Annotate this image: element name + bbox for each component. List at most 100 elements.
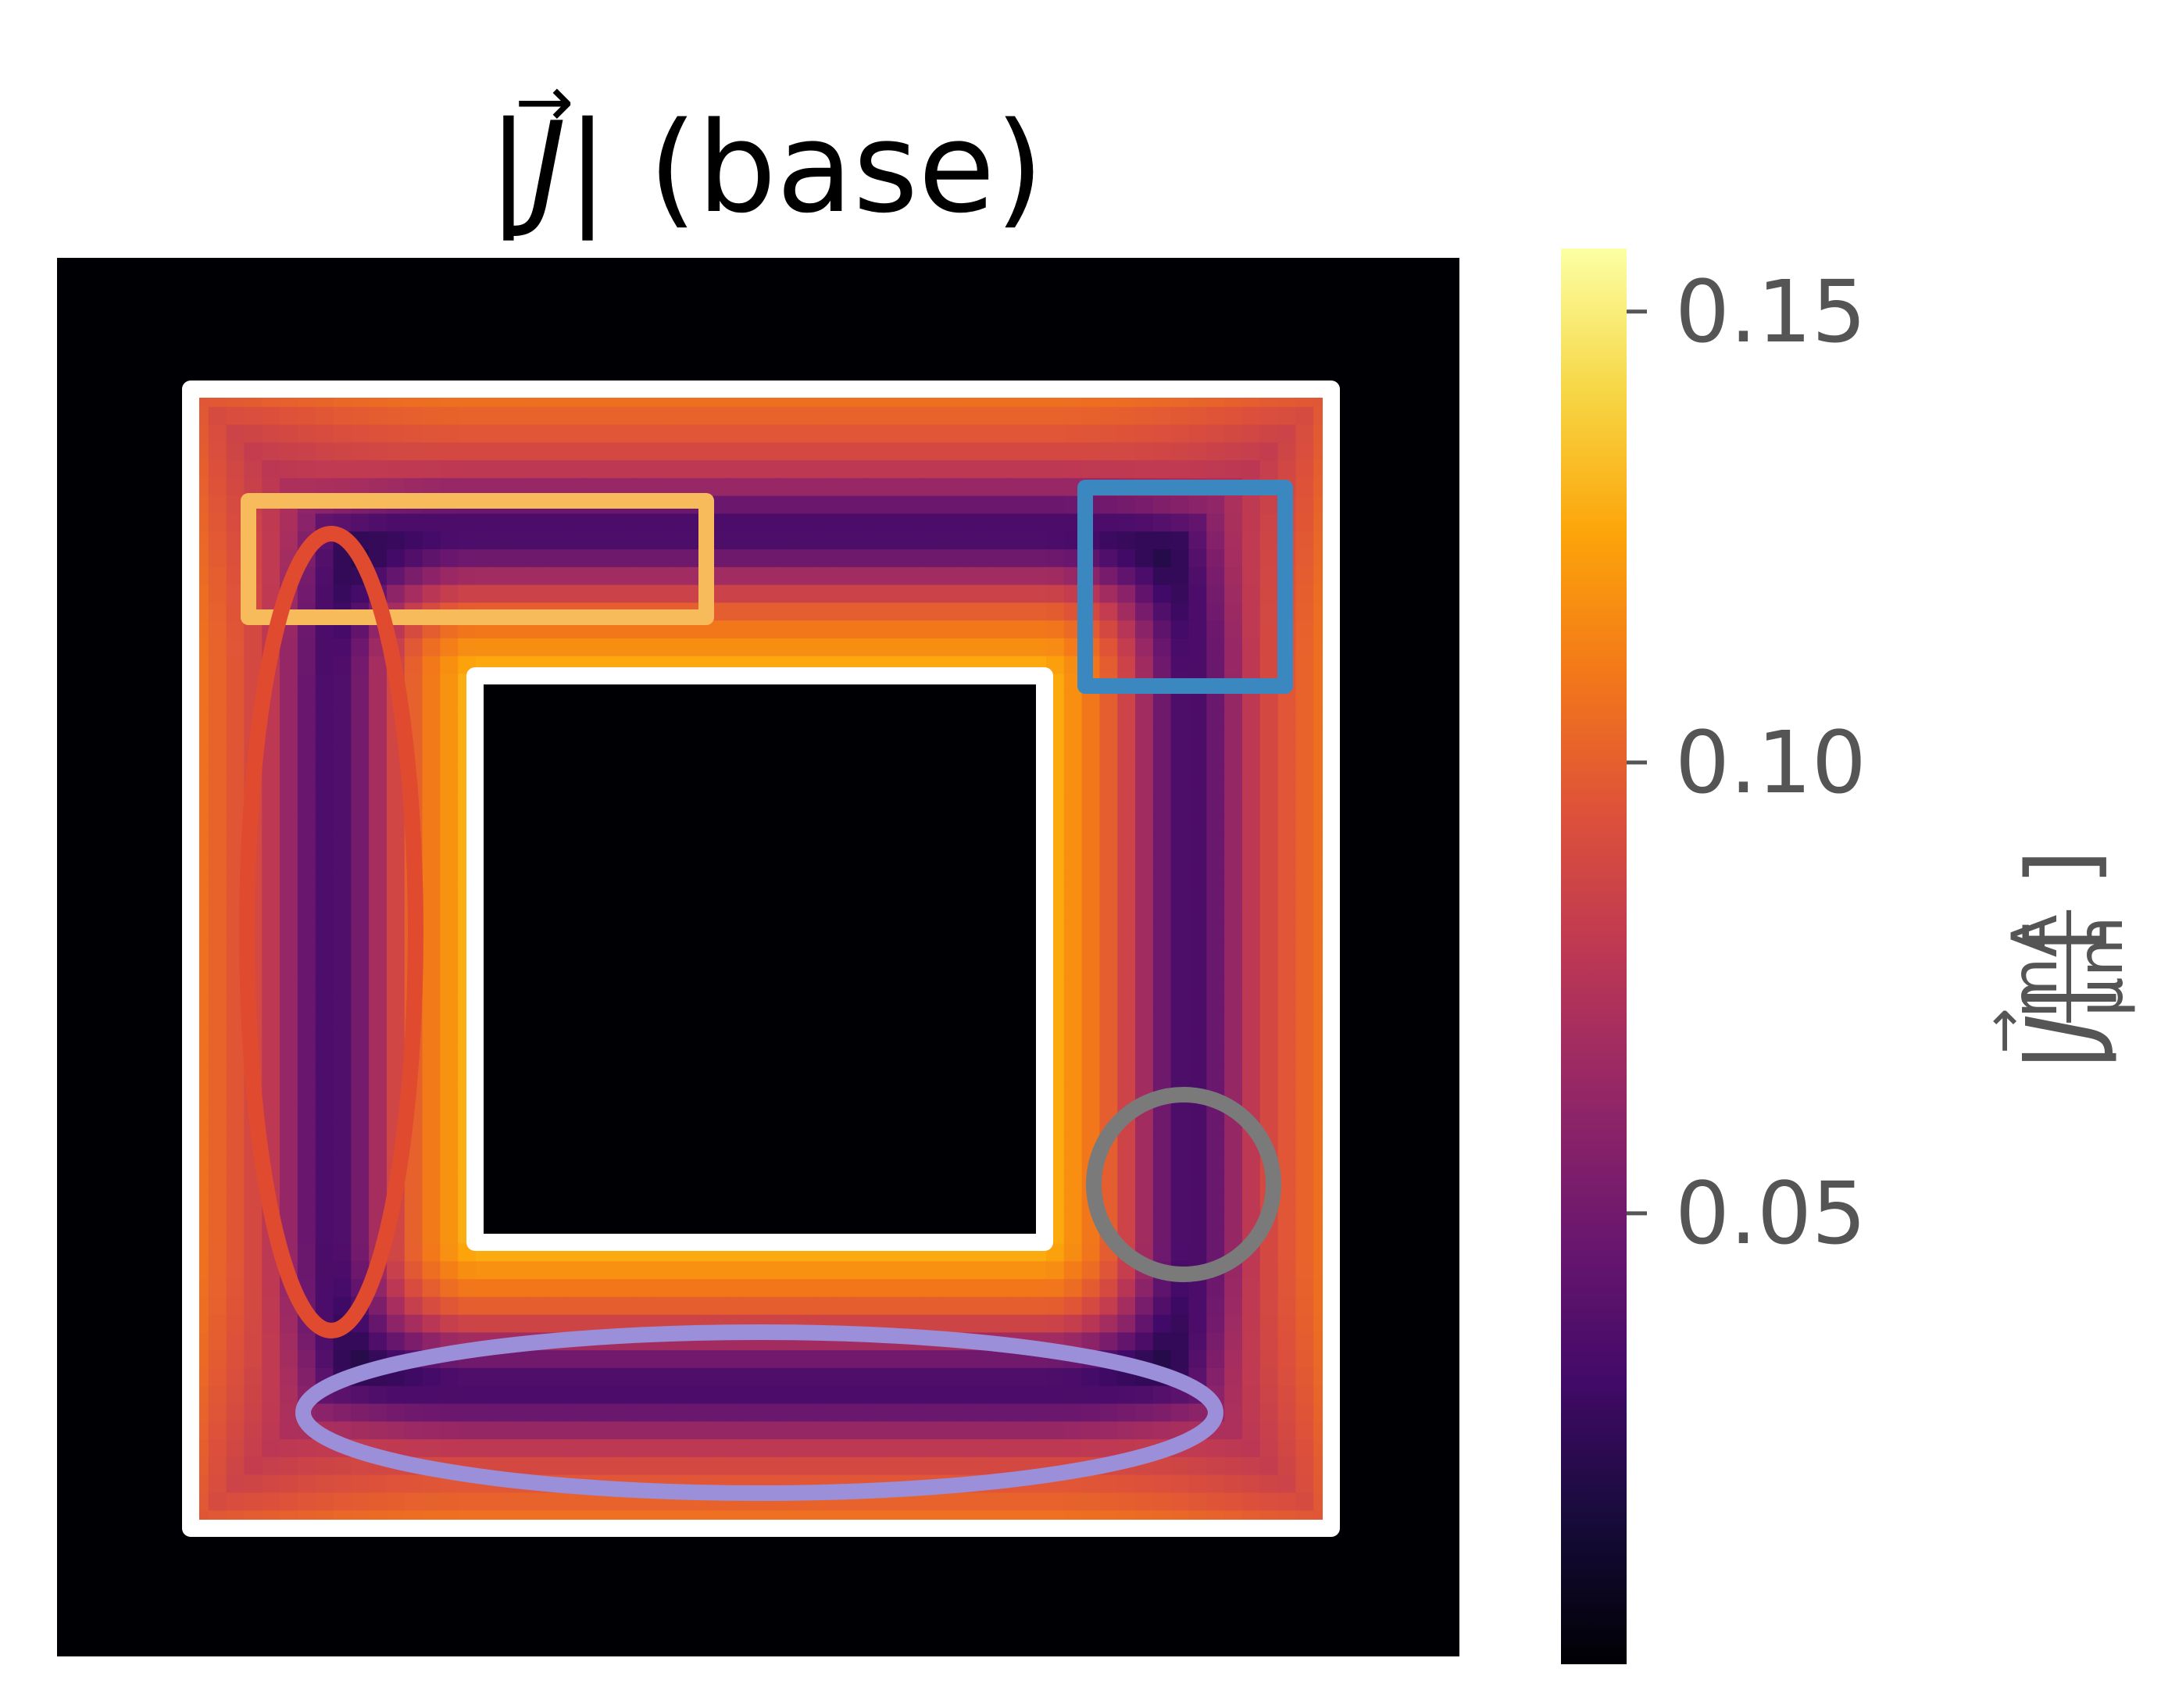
heatmap-cell xyxy=(1099,745,1118,764)
heatmap-cell xyxy=(992,834,1011,852)
heatmap-cell xyxy=(1010,1154,1029,1173)
heatmap-cell xyxy=(867,602,887,621)
heatmap-cell xyxy=(814,1083,833,1102)
heatmap-cell xyxy=(547,1154,566,1173)
heatmap-cell xyxy=(369,781,388,799)
heatmap-cell xyxy=(832,424,851,443)
heatmap-cell xyxy=(671,1421,691,1440)
heatmap-cell xyxy=(654,763,673,781)
heatmap-cell xyxy=(974,406,994,426)
heatmap-cell xyxy=(565,549,584,568)
heatmap-cell xyxy=(867,709,887,728)
heatmap-cell xyxy=(244,1190,263,1209)
heatmap-cell xyxy=(1063,1225,1083,1245)
heatmap-cell xyxy=(1117,513,1136,532)
heatmap-cell xyxy=(671,709,691,728)
heatmap-cell xyxy=(992,406,1011,426)
heatmap-cell xyxy=(1241,1350,1261,1369)
heatmap-cell xyxy=(1259,959,1279,977)
heatmap-cell xyxy=(618,1279,637,1298)
heatmap-cell xyxy=(1081,1296,1101,1316)
heatmap-cell xyxy=(671,1154,691,1173)
heatmap-cell xyxy=(1135,1421,1154,1440)
heatmap-cell xyxy=(565,1083,584,1102)
heatmap-cell xyxy=(565,1207,584,1227)
heatmap-cell xyxy=(1295,1225,1314,1245)
heatmap-cell xyxy=(1099,1314,1118,1334)
heatmap-cell xyxy=(333,1207,352,1227)
heatmap-cell xyxy=(725,513,744,532)
heatmap-cell xyxy=(1241,976,1261,995)
heatmap-cell xyxy=(850,1119,869,1138)
heatmap-cell xyxy=(1188,1172,1207,1191)
heatmap-cell xyxy=(618,1385,637,1405)
heatmap-cell xyxy=(1241,1030,1261,1049)
heatmap-cell xyxy=(386,798,405,817)
heatmap-cell xyxy=(921,1261,940,1280)
heatmap-cell xyxy=(956,620,976,639)
heatmap-cell xyxy=(493,870,513,888)
heatmap-cell xyxy=(1206,1190,1225,1209)
heatmap-cell xyxy=(974,513,994,532)
heatmap-cell xyxy=(404,442,423,461)
heatmap-cell xyxy=(761,549,780,568)
heatmap-cell xyxy=(992,620,1011,639)
heatmap-cell xyxy=(903,727,922,746)
heatmap-cell xyxy=(885,406,905,426)
heatmap-cell xyxy=(1010,1119,1029,1138)
heatmap-cell xyxy=(778,781,798,799)
heatmap-cell xyxy=(850,1439,869,1458)
heatmap-cell xyxy=(850,1296,869,1316)
heatmap-cell xyxy=(386,1403,405,1422)
heatmap-cell xyxy=(1046,460,1065,479)
heatmap-cell xyxy=(725,745,744,764)
heatmap-cell xyxy=(850,959,869,977)
heatmap-cell xyxy=(1099,1083,1118,1102)
heatmap-cell xyxy=(262,460,280,479)
heatmap-cell xyxy=(1063,887,1083,906)
heatmap-cell xyxy=(422,994,441,1013)
heatmap-cell xyxy=(1046,584,1065,603)
heatmap-cell xyxy=(493,1261,513,1280)
heatmap-cell xyxy=(297,1492,316,1511)
heatmap-cell xyxy=(600,1154,620,1173)
heatmap-cell xyxy=(921,763,940,781)
heatmap-cell xyxy=(1206,1474,1225,1494)
heatmap-cell xyxy=(850,1012,869,1031)
heatmap-cell xyxy=(636,923,655,942)
heatmap-cell xyxy=(1152,638,1172,657)
heatmap-cell xyxy=(654,1172,673,1191)
heatmap-cell xyxy=(297,1456,316,1476)
heatmap-cell xyxy=(1099,406,1118,426)
heatmap-cell xyxy=(1206,745,1225,764)
heatmap-cell xyxy=(1099,1279,1118,1298)
heatmap-cell xyxy=(440,1065,459,1084)
heatmap-cell xyxy=(1295,1030,1314,1049)
heatmap-cell xyxy=(761,1190,780,1209)
heatmap-cell xyxy=(1081,1385,1101,1405)
heatmap-cell xyxy=(262,1296,280,1316)
heatmap-cell xyxy=(1046,513,1065,532)
heatmap-cell xyxy=(600,994,620,1013)
heatmap-cell xyxy=(458,1314,477,1334)
heatmap-cell xyxy=(280,674,298,692)
heatmap-cell xyxy=(422,1261,441,1280)
heatmap-cell xyxy=(636,887,655,906)
heatmap-cell xyxy=(440,691,459,710)
heatmap-cell xyxy=(1295,976,1314,995)
heatmap-cell xyxy=(529,976,548,995)
heatmap-cell xyxy=(547,477,566,497)
heatmap-cell xyxy=(244,1261,263,1280)
heatmap-cell xyxy=(226,1403,245,1422)
heatmap-cell xyxy=(1241,460,1261,479)
heatmap-cell xyxy=(796,959,816,977)
heatmap-cell xyxy=(743,727,762,746)
heatmap-cell xyxy=(778,1136,798,1156)
heatmap-cell xyxy=(1152,923,1172,942)
heatmap-cell xyxy=(315,941,334,959)
heatmap-cell xyxy=(280,477,298,497)
heatmap-cell xyxy=(386,994,405,1013)
heatmap-cell xyxy=(262,1456,280,1476)
heatmap-cell xyxy=(1241,1083,1261,1102)
heatmap-cell xyxy=(921,1314,940,1334)
